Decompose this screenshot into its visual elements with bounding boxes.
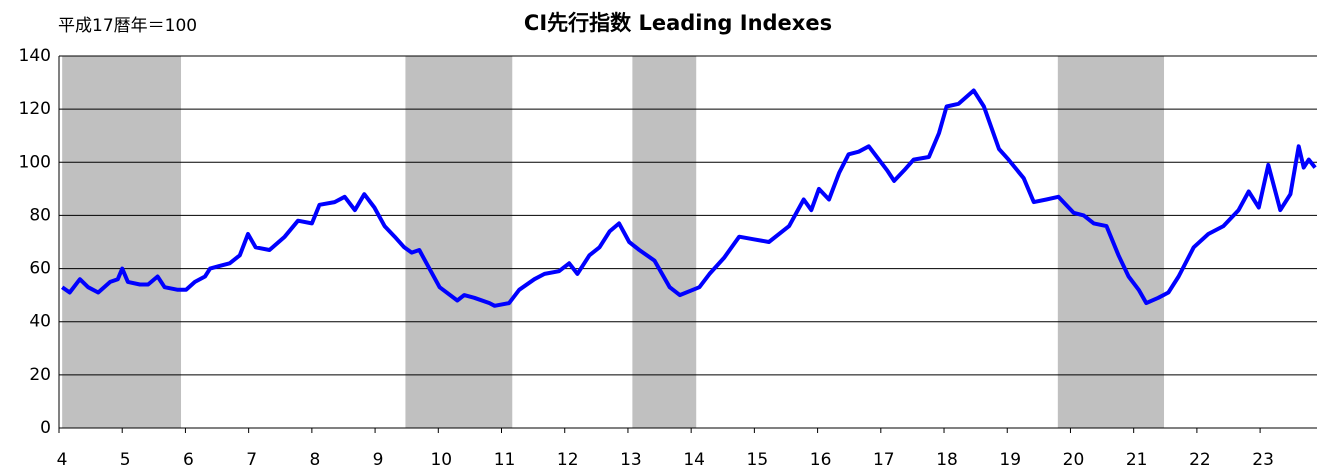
y-tick-label: 120: [19, 99, 51, 119]
x-tick-label: 14: [683, 450, 705, 470]
shaded-period: [62, 56, 182, 428]
x-tick-label: 13: [620, 450, 642, 470]
y-tick-label: 80: [29, 205, 51, 225]
x-tick-label: 19: [999, 450, 1021, 470]
x-tick-label: 11: [494, 450, 516, 470]
y-tick-label: 0: [40, 418, 51, 438]
y-tick-label: 140: [19, 46, 51, 66]
x-tick-label: 16: [810, 450, 832, 470]
x-tick-label: 18: [936, 450, 958, 470]
chart-title: CI先行指数 Leading Indexes: [524, 11, 832, 35]
y-unit-label: 平成17暦年＝100: [58, 16, 197, 36]
shaded-period: [405, 56, 513, 428]
x-tick-label: 10: [430, 450, 452, 470]
x-tick-label: 7: [246, 450, 257, 470]
x-tick-label: 23: [1252, 450, 1274, 470]
x-tick-label: 12: [557, 450, 579, 470]
y-tick-label: 100: [19, 152, 51, 172]
data-line: [61, 88, 1317, 308]
y-tick-label: 40: [29, 312, 51, 332]
x-tick-label: 4: [57, 450, 68, 470]
x-tick-label: 21: [1126, 450, 1148, 470]
y-tick-label: 60: [29, 259, 51, 279]
x-tick-label: 17: [873, 450, 895, 470]
x-tick-label: 22: [1189, 450, 1211, 470]
shaded-period: [632, 56, 697, 428]
x-tick-label: 20: [1063, 450, 1085, 470]
x-tick-label: 15: [747, 450, 769, 470]
x-tick-label: 5: [120, 450, 131, 470]
y-tick-label: 20: [29, 365, 51, 385]
x-tick-label: 9: [373, 450, 384, 470]
x-tick-label: 6: [183, 450, 194, 470]
x-tick-label: 8: [309, 450, 320, 470]
